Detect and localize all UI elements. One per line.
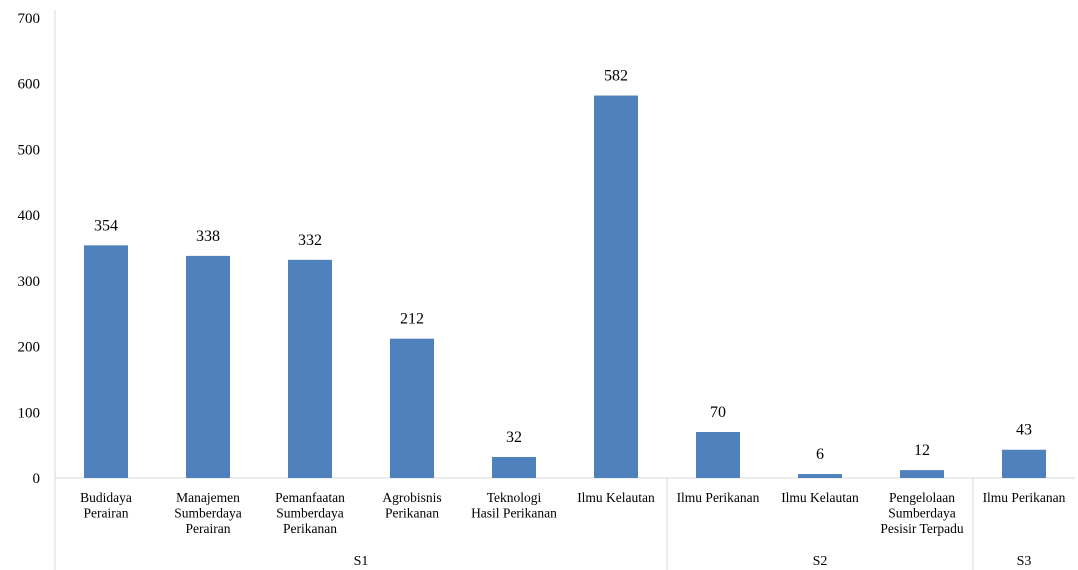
y-tick-label: 200 (18, 340, 41, 356)
data-label: 43 (1016, 422, 1032, 439)
category-label: Pemanfaatan Sumberdaya Perikanan (275, 490, 345, 536)
y-tick-label: 700 (18, 11, 41, 27)
category-label-line: Manajemen (176, 490, 240, 505)
data-label: 32 (506, 429, 522, 446)
bar (288, 260, 332, 478)
category-label-line: Ilmu Kelautan (781, 490, 859, 505)
category-label: Teknologi Hasil Perikanan (471, 490, 557, 521)
data-label: 6 (816, 446, 824, 463)
category-label-line: Pengelolaan (889, 490, 955, 505)
category-label: Ilmu Perikanan (983, 490, 1066, 505)
bar (84, 245, 128, 478)
category-label-line: Agrobisnis (382, 490, 441, 505)
data-label: 212 (400, 311, 424, 328)
group-label: S1 (354, 554, 369, 569)
data-label: 12 (914, 442, 930, 459)
bar (696, 432, 740, 478)
bar (1002, 450, 1046, 478)
y-tick-label: 0 (33, 471, 41, 487)
bar (492, 457, 536, 478)
bar (186, 256, 230, 478)
category-label-line: Perairan (186, 521, 231, 536)
data-label: 582 (604, 68, 628, 85)
category-label-line: Sumberdaya (276, 506, 343, 521)
category-label-line: Ilmu Kelautan (577, 490, 655, 505)
category-label: Budidaya Perairan (80, 490, 132, 521)
y-tick-label: 300 (18, 274, 41, 290)
category-label-line: Pemanfaatan (275, 490, 345, 505)
category-label-line: Budidaya (80, 490, 132, 505)
data-label: 70 (710, 404, 726, 421)
bar (900, 470, 944, 478)
y-tick-label: 500 (18, 142, 41, 158)
bar (798, 474, 842, 478)
category-label-line: Teknologi (487, 490, 542, 505)
category-label: Agrobisnis Perikanan (382, 490, 441, 521)
category-label-line: Hasil Perikanan (471, 506, 557, 521)
bar (594, 96, 638, 478)
data-label: 332 (298, 232, 322, 249)
category-label-line: Perikanan (283, 521, 337, 536)
y-tick-label: 400 (18, 208, 41, 224)
category-label: Ilmu Kelautan (577, 490, 655, 505)
category-label-line: Pesisir Terpadu (880, 521, 963, 536)
group-label: S2 (813, 554, 828, 569)
data-label: 338 (196, 228, 220, 245)
group-label: S3 (1017, 554, 1032, 569)
category-label-line: Sumberdaya (174, 506, 241, 521)
category-label-line: Ilmu Perikanan (983, 490, 1066, 505)
category-label-line: Sumberdaya (888, 506, 955, 521)
bar (390, 339, 434, 478)
category-label: Ilmu Kelautan (781, 490, 859, 505)
category-label-line: Perikanan (385, 506, 439, 521)
category-label-line: Ilmu Perikanan (677, 490, 760, 505)
data-label: 354 (94, 217, 118, 234)
y-tick-label: 100 (18, 405, 41, 421)
y-tick-label: 600 (18, 77, 41, 93)
category-label: Ilmu Perikanan (677, 490, 760, 505)
category-label: Manajemen Sumberdaya Perairan (174, 490, 241, 536)
category-label-line: Perairan (84, 506, 129, 521)
category-label: Pengelolaan Sumberdaya Pesisir Terpadu (880, 490, 963, 536)
